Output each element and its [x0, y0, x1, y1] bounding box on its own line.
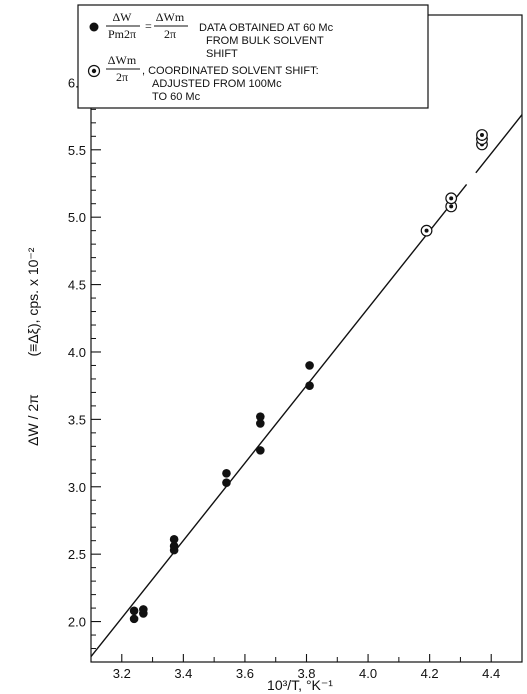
data-point-ringed-center — [424, 228, 429, 233]
x-tick-label: 4.4 — [482, 666, 500, 681]
x-tick-label: 3.4 — [174, 666, 192, 681]
data-point-filled — [169, 535, 179, 544]
y-axis-label: ΔW / 2π (≡Δξ), cps. x 10⁻² — [25, 247, 41, 446]
y-tick-label: 5.0 — [68, 210, 86, 225]
legend2-line1: , COORDINATED SOLVENT SHIFT: — [142, 65, 319, 77]
legend1-rhs-numerator: ΔWm — [156, 10, 185, 24]
fit-line-segment — [475, 114, 523, 174]
legend1-lhs-numerator: ΔW — [112, 10, 132, 24]
x-tick-label: 3.8 — [297, 666, 315, 681]
ticks-layer: 3.2 3.4 3.6 3.8 4.0 4.2 4.4 2.0 2.5 3.0 3.5 4.0 4.5 5… — [68, 27, 500, 681]
data-point-filled — [222, 468, 231, 478]
y-axis-label-rest: (≡Δξ), cps. x 10⁻² — [25, 247, 41, 356]
x-tick-label: 4.0 — [359, 666, 377, 681]
y-tick-label: 2.0 — [68, 615, 86, 630]
y-tick-label: 4.5 — [68, 278, 86, 293]
data-point-filled — [305, 361, 314, 370]
data-point-filled — [305, 381, 314, 390]
data-point-filled — [169, 541, 179, 551]
legend-ringed-marker — [87, 64, 101, 78]
legend1-equals: = — [145, 19, 152, 33]
data-point-ringed-center — [449, 204, 454, 209]
legend-box — [77, 4, 429, 109]
legend2-denominator: 2π — [116, 70, 128, 84]
data-point-filled — [129, 614, 139, 624]
points-layer — [129, 129, 488, 624]
data-point-filled — [256, 446, 265, 455]
data-point-filled — [139, 605, 148, 614]
legend2-line3: TO 60 Mc — [152, 91, 201, 103]
legend1-rhs-denominator: 2π — [164, 27, 176, 41]
legend2-numerator: ΔWm — [108, 53, 137, 67]
x-tick-label: 3.6 — [236, 666, 254, 681]
fit-line-segment — [90, 183, 468, 658]
data-point-filled — [129, 606, 139, 616]
data-point-filled — [256, 419, 265, 428]
legend1-line1: DATA OBTAINED AT 60 Mc — [199, 22, 334, 34]
y-axis-label-main: ΔW / 2π — [25, 394, 41, 446]
y-tick-label: 5.5 — [68, 143, 86, 158]
y-tick-label: 4.0 — [68, 345, 86, 360]
data-point-filled — [222, 478, 231, 488]
legend1-line2: FROM BULK SOLVENT — [206, 35, 324, 47]
legend-filled-marker — [89, 22, 99, 32]
data-point-ringed-center — [479, 132, 484, 137]
legend2-line2: ADJUSTED FROM 100Mc — [152, 78, 282, 90]
legend: ΔW Pm2π = ΔWm 2π DATA OBTAINED AT 60 Mc … — [77, 4, 429, 109]
legend1-lhs-denominator: Pm2π — [108, 27, 136, 41]
x-tick-label: 4.2 — [421, 666, 439, 681]
legend1-line3: SHIFT — [206, 48, 238, 60]
x-axis-label: 10³/T, °K⁻¹ — [267, 677, 333, 693]
plot-frame — [90, 14, 523, 663]
x-tick-label: 3.2 — [113, 666, 131, 681]
legend-ringed-marker-center — [91, 68, 97, 74]
y-tick-label: 2.5 — [68, 547, 86, 562]
data-point-ringed-center — [449, 196, 454, 201]
data-point-filled — [256, 412, 265, 421]
y-tick-label: 3.5 — [68, 412, 86, 427]
y-tick-label: 3.0 — [68, 480, 86, 495]
